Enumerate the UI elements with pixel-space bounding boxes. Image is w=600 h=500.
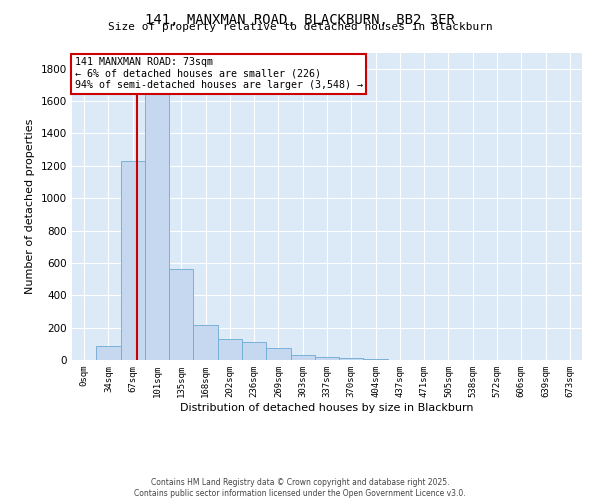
Bar [121, 161, 145, 360]
Bar [315, 357, 339, 360]
Text: Size of property relative to detached houses in Blackburn: Size of property relative to detached ho… [107, 22, 493, 32]
Bar [290, 355, 315, 360]
Bar [242, 342, 266, 360]
Text: Contains HM Land Registry data © Crown copyright and database right 2025.
Contai: Contains HM Land Registry data © Crown c… [134, 478, 466, 498]
Text: 141, MANXMAN ROAD, BLACKBURN, BB2 3ER: 141, MANXMAN ROAD, BLACKBURN, BB2 3ER [145, 12, 455, 26]
Bar [266, 348, 290, 360]
Bar [96, 346, 121, 360]
Bar [364, 359, 388, 360]
Bar [193, 325, 218, 360]
Text: 141 MANXMAN ROAD: 73sqm
← 6% of detached houses are smaller (226)
94% of semi-de: 141 MANXMAN ROAD: 73sqm ← 6% of detached… [74, 57, 362, 90]
Bar [145, 88, 169, 360]
Y-axis label: Number of detached properties: Number of detached properties [25, 118, 35, 294]
Bar [169, 270, 193, 360]
X-axis label: Distribution of detached houses by size in Blackburn: Distribution of detached houses by size … [180, 402, 474, 412]
Bar [218, 339, 242, 360]
Bar [339, 358, 364, 360]
